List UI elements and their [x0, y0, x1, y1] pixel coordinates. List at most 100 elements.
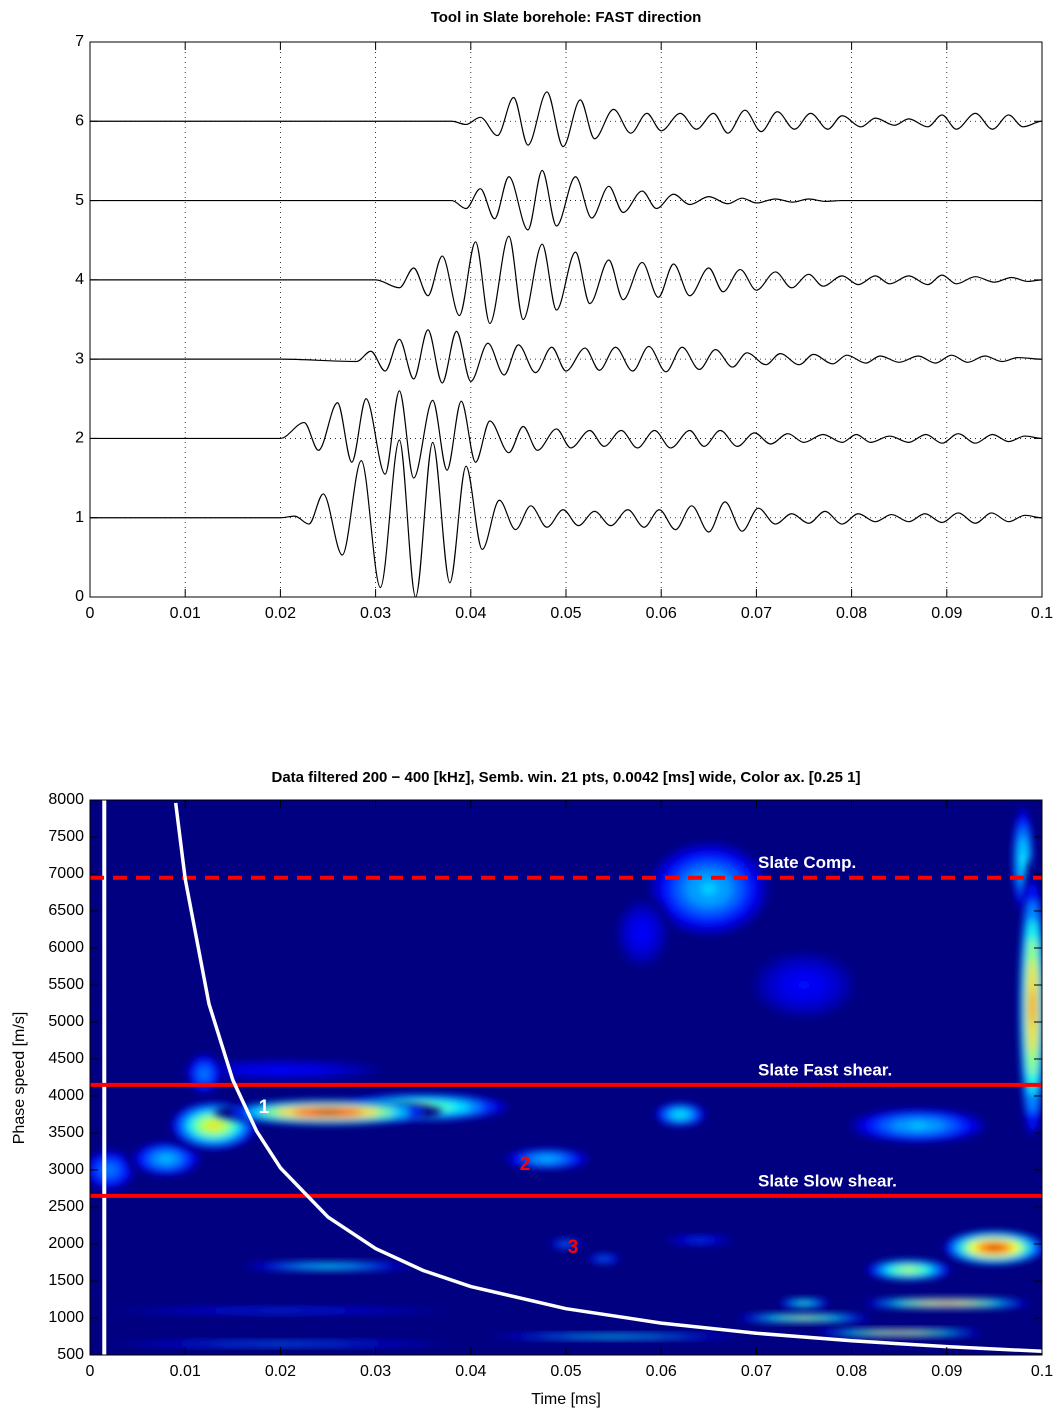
x-tick-label: 0.05 [550, 605, 581, 622]
x-tick-label: 0 [86, 1363, 95, 1380]
heat-level [541, 1157, 553, 1161]
annotation: 1 [259, 1097, 270, 1118]
x-tick-label: 0.02 [265, 605, 296, 622]
semblance-blob [642, 837, 776, 941]
y-tick-label: 2500 [48, 1198, 84, 1215]
x-tick-label: 0.08 [836, 605, 867, 622]
semblance-blob [661, 1235, 738, 1245]
heatmap [90, 800, 1042, 1355]
chart-title: Data filtered 200 − 400 [kHz], Semb. win… [272, 769, 861, 786]
y-tick-label: 6 [75, 113, 84, 130]
heat-level [601, 1258, 607, 1260]
x-tick-label: 0.07 [741, 605, 772, 622]
y-tick-label: 4000 [48, 1087, 84, 1104]
heat-level [314, 1110, 342, 1114]
semblance-blob [861, 1258, 957, 1281]
heat-level [201, 1071, 207, 1077]
heat-level [935, 1302, 959, 1304]
y-tick-label: 4500 [48, 1050, 84, 1067]
reference-label: Slate Fast shear. [758, 1060, 892, 1079]
y-tick-label: 500 [57, 1346, 84, 1363]
waveform [90, 235, 1043, 325]
y-tick-label: 1000 [48, 1309, 84, 1326]
annotation: 2 [520, 1154, 531, 1175]
semblance-blob [185, 1051, 224, 1097]
semblance-blob [470, 1333, 757, 1340]
x-tick-label: 0.05 [550, 1363, 581, 1380]
semblance-blob [651, 1101, 709, 1128]
heat-level [909, 1123, 928, 1128]
y-tick-label: 7 [75, 33, 84, 50]
waveform [90, 91, 1043, 148]
x-tick-label: 0.1 [1031, 605, 1053, 622]
y-tick-label: 6000 [48, 939, 84, 956]
x-tick-label: 0.02 [265, 1363, 296, 1380]
x-tick-label: 0.09 [931, 605, 962, 622]
semblance-blob [90, 1147, 138, 1193]
heat-level [794, 1317, 814, 1319]
y-tick-label: 8000 [48, 791, 84, 808]
y-tick-label: 5000 [48, 1013, 84, 1030]
waveform [89, 169, 1042, 231]
y-tick-label: 5 [75, 192, 84, 209]
grid [89, 41, 1043, 598]
x-axis-label: Time [ms] [531, 1391, 601, 1408]
semblance-blob [804, 1329, 995, 1337]
y-axis-label: Phase speed [m/s] [11, 1012, 28, 1145]
y-tick-label: 7000 [48, 865, 84, 882]
heat-level [800, 1302, 808, 1304]
annotation: 3 [568, 1237, 579, 1258]
heat-level [105, 1167, 113, 1173]
heat-level [797, 980, 811, 990]
y-tick-label: 7500 [48, 828, 84, 845]
waveform [89, 329, 1043, 384]
heat-level [694, 1239, 704, 1241]
heat-level [257, 1310, 304, 1311]
semblance-blob [937, 1229, 1042, 1267]
x-tick-label: 0.06 [646, 1363, 677, 1380]
heat-level [987, 1245, 1002, 1250]
heat-level [638, 928, 646, 938]
heat-level [903, 1268, 915, 1272]
semblance-blob [842, 1107, 995, 1145]
x-tick-label: 0.01 [170, 605, 201, 622]
x-tick-label: 0.04 [455, 1363, 486, 1380]
heat-level [208, 1122, 220, 1129]
heat-level [257, 1343, 304, 1345]
y-tick-label: 1 [75, 509, 84, 526]
reference-label: Slate Comp. [758, 853, 856, 872]
y-tick-label: 3500 [48, 1124, 84, 1141]
y-tick-label: 3000 [48, 1161, 84, 1178]
x-tick-label: 0.01 [170, 1363, 201, 1380]
y-tick-label: 6500 [48, 902, 84, 919]
y-tick-label: 2 [75, 430, 84, 447]
x-tick-label: 0.03 [360, 1363, 391, 1380]
dispersion-curve [173, 802, 1042, 1354]
heat-level [887, 1332, 911, 1334]
heat-level [316, 1265, 340, 1267]
y-tick-label: 1500 [48, 1272, 84, 1289]
x-tick-label: 0.08 [836, 1363, 867, 1380]
heat-level [676, 1112, 684, 1117]
heat-level [1030, 989, 1035, 1025]
semblance-blob [128, 1140, 205, 1178]
x-tick-label: 0.07 [741, 1363, 772, 1380]
semblance-blob [213, 1098, 443, 1126]
x-tick-label: 0.09 [931, 1363, 962, 1380]
heat-level [161, 1156, 171, 1162]
y-tick-label: 4 [75, 271, 84, 288]
y-tick-label: 3 [75, 350, 84, 367]
semblance-blob [499, 1147, 595, 1170]
x-tick-label: 0 [86, 605, 95, 622]
waveform [90, 439, 1043, 598]
semblance-blob [585, 1254, 624, 1264]
reference-label: Slate Slow shear. [758, 1171, 897, 1190]
semblance-blob [775, 1298, 833, 1308]
chart-title: Tool in Slate borehole: FAST direction [431, 9, 702, 26]
x-tick-label: 0.03 [360, 605, 391, 622]
semblance-blob [90, 1307, 471, 1314]
x-tick-label: 0.06 [646, 605, 677, 622]
semblance-blob [546, 1239, 586, 1249]
